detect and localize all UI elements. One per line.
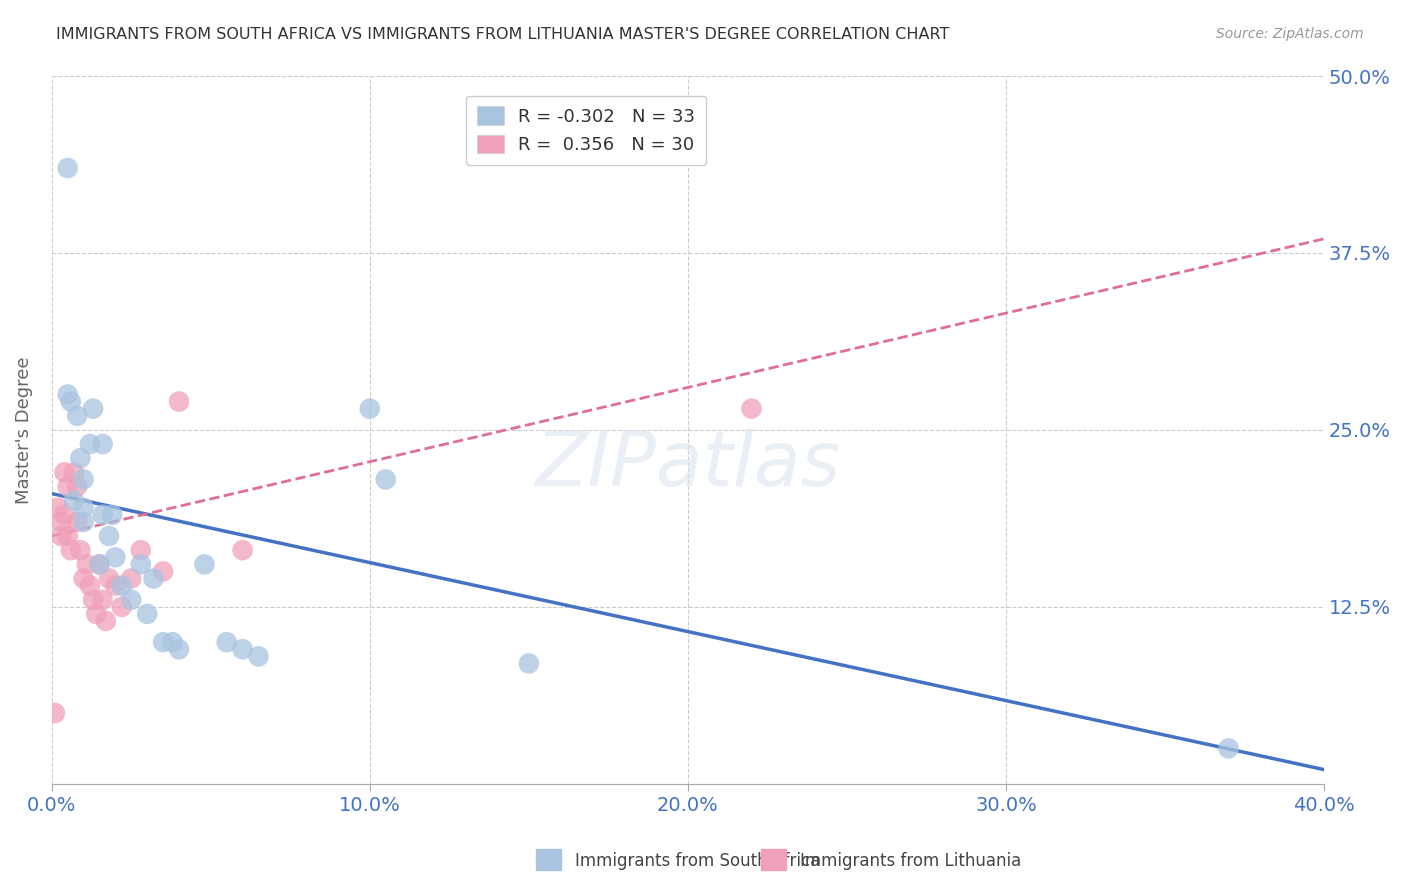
Point [46, 500, 69, 515]
Point [79, 578, 101, 592]
Point [152, 635, 174, 649]
Point [91, 437, 114, 451]
Point [167, 642, 190, 657]
Point [94, 614, 117, 628]
Text: IMMIGRANTS FROM SOUTH AFRICA VS IMMIGRANTS FROM LITHUANIA MASTER'S DEGREE CORREL: IMMIGRANTS FROM SOUTH AFRICA VS IMMIGRAN… [56, 27, 949, 42]
Point [53, 508, 76, 522]
Point [167, 394, 190, 409]
Text: Immigrants from South Africa: Immigrants from South Africa [575, 852, 821, 870]
Point [98, 572, 121, 586]
Point [72, 500, 94, 515]
Point [89, 558, 111, 572]
Point [232, 642, 254, 657]
Point [79, 437, 101, 451]
Point [59, 543, 82, 558]
Point [98, 529, 121, 543]
Point [63, 466, 86, 480]
Point [56, 479, 79, 493]
Point [82, 592, 104, 607]
Point [76, 558, 98, 572]
Point [740, 401, 762, 416]
Point [51, 515, 73, 529]
Point [120, 592, 142, 607]
Text: ZIPatlas: ZIPatlas [536, 428, 841, 502]
Point [152, 565, 174, 579]
Point [142, 572, 165, 586]
Point [162, 635, 184, 649]
Point [120, 572, 142, 586]
Point [517, 657, 540, 671]
Point [56, 387, 79, 401]
Text: Source: ZipAtlas.com: Source: ZipAtlas.com [1216, 27, 1364, 41]
Point [66, 479, 89, 493]
Text: Immigrants from Lithuania: Immigrants from Lithuania [800, 852, 1022, 870]
Point [63, 493, 86, 508]
Point [69, 543, 91, 558]
Legend: R = -0.302   N = 33, R =  0.356   N = 30: R = -0.302 N = 33, R = 0.356 N = 30 [465, 95, 706, 165]
Point [72, 472, 94, 486]
Point [69, 451, 91, 466]
Point [232, 543, 254, 558]
Point [1218, 741, 1240, 756]
Point [84, 607, 107, 621]
Point [72, 515, 94, 529]
Point [51, 529, 73, 543]
Point [247, 649, 270, 664]
Point [72, 572, 94, 586]
Point [104, 550, 127, 565]
Point [59, 394, 82, 409]
Point [359, 401, 381, 416]
Point [56, 161, 79, 175]
Y-axis label: Master's Degree: Master's Degree [15, 356, 32, 504]
Point [82, 401, 104, 416]
Point [374, 472, 396, 486]
Point [91, 508, 114, 522]
Point [111, 578, 134, 592]
Point [53, 466, 76, 480]
Point [193, 558, 215, 572]
Point [89, 558, 111, 572]
Point [129, 543, 152, 558]
Point [215, 635, 238, 649]
Point [129, 558, 152, 572]
Point [44, 706, 66, 720]
Point [91, 592, 114, 607]
Point [56, 529, 79, 543]
Point [101, 508, 124, 522]
Point [136, 607, 159, 621]
Point [66, 515, 89, 529]
Point [66, 409, 89, 423]
Point [111, 599, 134, 614]
Point [104, 578, 127, 592]
